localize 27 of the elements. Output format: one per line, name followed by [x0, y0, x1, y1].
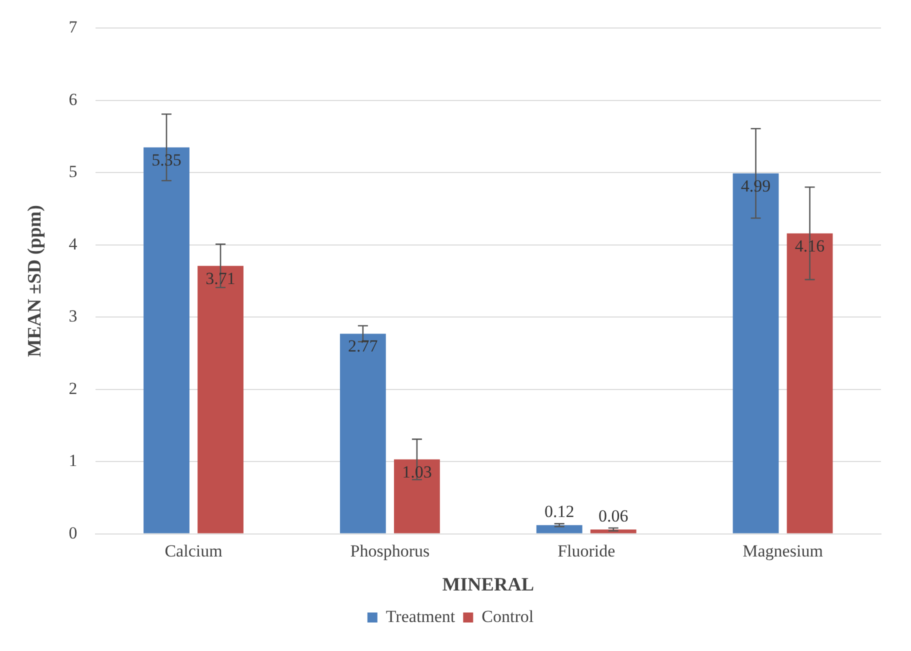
- y-tick-label: 2: [68, 378, 78, 398]
- y-tick-label: 5: [68, 162, 78, 182]
- data-label: 0.12: [544, 502, 574, 522]
- data-label: 2.77: [348, 336, 378, 356]
- y-tick-label: 7: [68, 18, 78, 37]
- y-tick-label: 0: [68, 523, 78, 542]
- bar: [340, 334, 386, 534]
- x-tick-label: Magnesium: [742, 541, 823, 560]
- x-tick-label: Fluoride: [558, 541, 616, 560]
- data-label: 0.06: [598, 506, 628, 526]
- legend-label: Control: [482, 606, 534, 626]
- bar: [786, 233, 833, 534]
- x-tick-label: Calcium: [164, 541, 222, 560]
- y-tick-label: 6: [68, 90, 78, 109]
- bar: [198, 266, 244, 534]
- bar: [144, 147, 190, 534]
- y-tick-label: 3: [68, 306, 78, 326]
- bar: [590, 529, 636, 534]
- bar: [732, 173, 779, 534]
- y-axis-title: MEAN ±SD (ppm): [24, 205, 46, 357]
- bar: [536, 525, 582, 534]
- x-axis-title: MINERAL: [442, 574, 534, 596]
- bar: [394, 459, 440, 534]
- legend-label: Treatment: [386, 606, 456, 626]
- y-tick-label: 1: [68, 451, 78, 470]
- x-tick-label: Phosphorus: [350, 541, 430, 560]
- y-tick-label: 4: [68, 234, 78, 254]
